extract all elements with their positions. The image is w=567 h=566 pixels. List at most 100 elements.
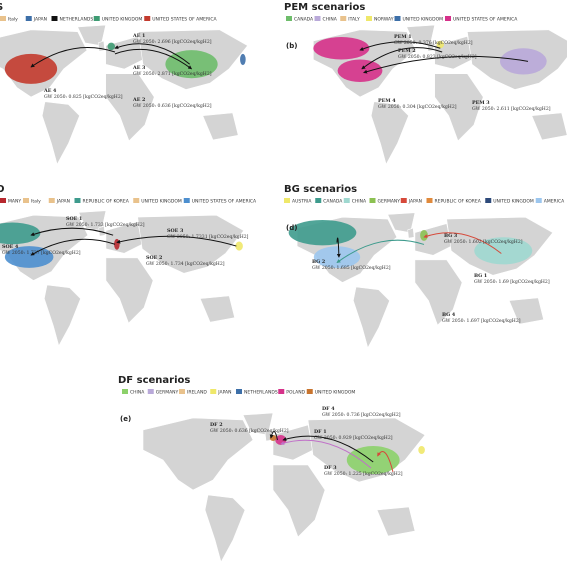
route-arrow — [280, 439, 372, 469]
legend-label: AMERICA — [544, 199, 565, 205]
route-arrow — [423, 232, 502, 254]
legend-label: UNITED STATES OF AMERICA — [453, 17, 518, 23]
country-highlight — [269, 435, 277, 441]
legend-swatch — [366, 16, 372, 21]
legend-swatch — [485, 198, 492, 203]
route-arrow — [336, 237, 341, 258]
country-highlight — [235, 241, 243, 251]
country-highlight — [4, 246, 54, 268]
legend-label: UNITED KINGDOM — [102, 17, 143, 23]
legend-swatch — [25, 16, 32, 21]
scenario-name: PEM 2 — [398, 48, 416, 54]
panel: PEM scenarios (b) CANADA CHINA ITALY NORWAY UN… — [284, 2, 567, 165]
legend-swatch — [314, 16, 321, 21]
scenario-value: GW 2050: 1.7331 [kgCO2eq/kgH2] — [167, 234, 249, 240]
legend-swatch — [122, 389, 128, 394]
scenario-value: GW 2050: 1.733 [kgCO2eq/kgH2] — [66, 222, 145, 228]
scenario-name: DF 2 — [210, 422, 223, 428]
legend-label: CHINA — [323, 17, 338, 23]
legend-label: UNITED KINGDOM — [403, 17, 444, 23]
scenario-value: GW 2050: 1.734 [kgCO2eq/kgH2] — [146, 261, 225, 267]
legend-swatch — [210, 389, 217, 394]
scenario-name: SOE 2 — [146, 255, 162, 261]
panel-title: BG scenarios — [284, 184, 357, 195]
country-highlight — [420, 229, 428, 241]
legend-swatch — [445, 16, 451, 21]
country-highlight — [4, 53, 58, 84]
legend-label: Italy — [31, 199, 41, 205]
legend-swatch — [286, 16, 292, 21]
scenario-name: PEM 3 — [472, 100, 490, 106]
legend-swatch — [278, 389, 285, 394]
country-highlight — [337, 59, 383, 82]
legend-label: NETHERLANDS — [60, 17, 94, 23]
panel-title: O — [0, 184, 5, 195]
panel-title: S — [0, 2, 3, 13]
country-highlight — [346, 446, 400, 474]
panel-label: (b) — [286, 42, 297, 50]
country-highlight — [313, 37, 370, 60]
legend-label: JAPAN — [56, 199, 70, 205]
route-arrow — [114, 43, 190, 65]
legend-label: ITALY — [348, 17, 360, 23]
scenario-name: SOE 4 — [2, 244, 19, 250]
legend-swatch — [400, 198, 407, 203]
scenario-value: GW 2050: 2.611 [kgCO2eq/kgH2] — [472, 106, 551, 112]
scenario-value: GW 2050: 0.929 [kgCO2eq/kgH2] — [314, 435, 393, 441]
legend-swatch — [144, 16, 151, 21]
legend-swatch — [74, 198, 81, 203]
scenario-name: DF 1 — [314, 429, 327, 435]
legend-label: MANY — [8, 199, 21, 205]
scenario-value: GW 2050: 1.225 [kgCO2eq/kgH2] — [324, 471, 403, 477]
panel: BG scenarios (d) AUSTRIA CANADA CHINA GERMANY… — [284, 184, 565, 349]
country-highlight — [240, 53, 246, 66]
scenario-name: AE 4 — [43, 88, 57, 94]
legend-label: UNITED KINGDOM — [493, 199, 534, 205]
legend-label: REPUBLIC OF KOREA — [83, 199, 130, 205]
scenario-name: PEM 4 — [378, 98, 396, 104]
legend-swatch — [340, 16, 347, 21]
legend-swatch — [236, 389, 242, 394]
legend-swatch — [23, 198, 29, 203]
route-arrow — [114, 48, 193, 70]
legend-swatch — [147, 389, 154, 394]
country-highlight — [474, 237, 533, 265]
legend-label: Italy — [8, 17, 18, 23]
route-arrow — [361, 47, 443, 70]
route-arrow — [30, 238, 116, 256]
panel: S Italy JAPAN NETHERLANDS UNITED KINGDOM UNIT… — [0, 2, 248, 165]
scenario-value: GW 2050: 0.736 [kgCO2eq/kgH2] — [322, 412, 401, 418]
scenario-value: GW 2050: 0.304 [kgCO2eq/kgH2] — [378, 104, 457, 110]
panel-title: DF scenarios — [118, 375, 190, 386]
legend-swatch — [369, 198, 376, 203]
legend-label: CHINA — [130, 390, 145, 396]
scenario-value: GW 2050: 2.696 [kgCO2eq/kgH2] — [133, 39, 212, 45]
route-arrow — [363, 55, 529, 74]
panel-label: (d) — [286, 224, 297, 232]
panel-title: PEM scenarios — [284, 2, 365, 13]
route-arrow — [359, 41, 441, 51]
legend-swatch — [343, 198, 350, 203]
country-highlight — [0, 222, 41, 245]
legend-swatch — [306, 389, 313, 394]
route-arrow — [269, 431, 278, 441]
legend-label: CHINA — [352, 199, 367, 205]
scenario-value: GW 2050: 0.825 [kgCO2eq/kgH2] — [44, 94, 123, 100]
scenario-value: GW 2050: 1.69 [kgCO2eq/kgH2] — [474, 279, 550, 285]
legend-label: AUSTRIA — [292, 199, 312, 205]
scenario-name: AE 2 — [132, 97, 145, 103]
panel-label: (e) — [120, 415, 131, 423]
scenario-name: SOE 3 — [167, 228, 184, 234]
country-highlight — [418, 446, 425, 454]
legend-label: GERMANY — [378, 199, 401, 205]
legend-swatch — [535, 198, 542, 203]
legend-label: UNITED STATES OF AMERICA — [192, 199, 257, 205]
legend-swatch — [48, 198, 55, 203]
scenario-value: GW 2050: 1.685 [kgCO2eq/kgH2] — [312, 265, 391, 271]
legend-swatch — [284, 198, 290, 203]
scenario-name: SOE 1 — [66, 216, 82, 222]
panel: DF scenarios (e) CHINA GERMANY IRELAND JAPAN N… — [118, 375, 426, 563]
scenario-name: BG 3 — [444, 233, 458, 239]
